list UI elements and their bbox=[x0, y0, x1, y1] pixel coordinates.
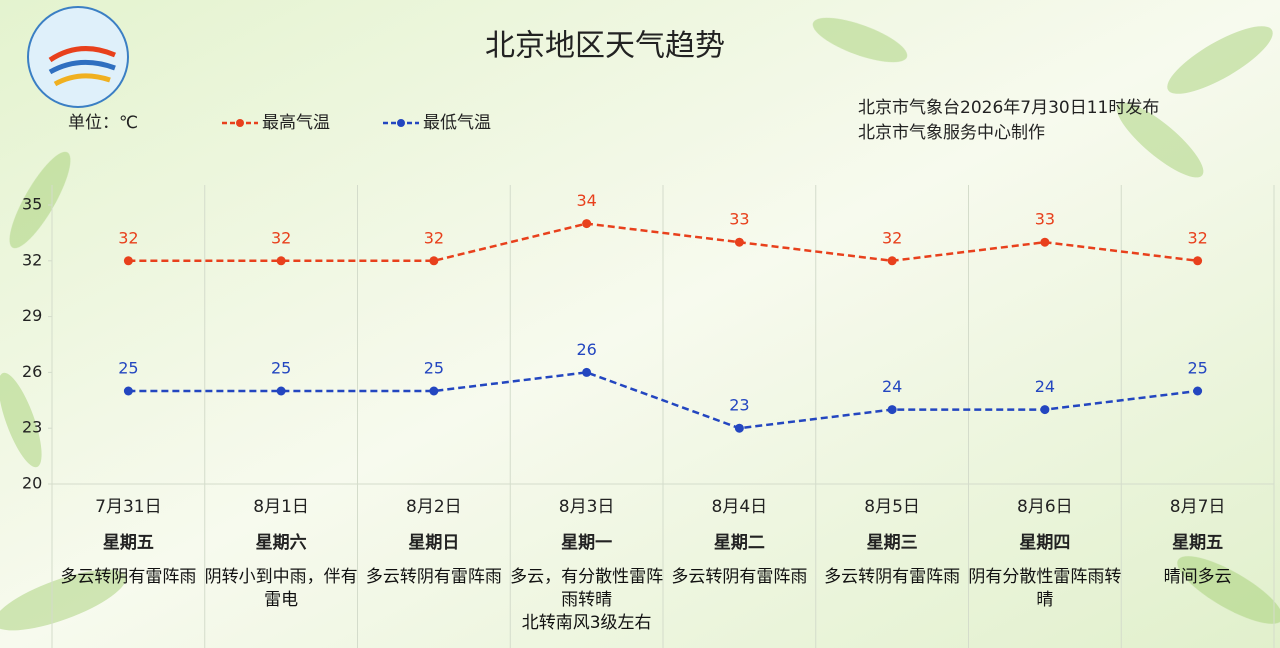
weather-text: 阴转小到中雨，伴有雷电 bbox=[204, 567, 358, 610]
weekday-label: 星期六 bbox=[256, 532, 307, 553]
data-label: 25 bbox=[271, 359, 291, 378]
data-point bbox=[276, 256, 286, 266]
data-label: 24 bbox=[882, 377, 902, 396]
data-point bbox=[123, 386, 133, 396]
weekday-label: 星期五 bbox=[1172, 533, 1223, 553]
weekday-label: 星期四 bbox=[1019, 533, 1070, 553]
data-point bbox=[582, 219, 592, 229]
x-tick-label: 8月2日 bbox=[406, 497, 462, 517]
series-line bbox=[128, 222, 1198, 263]
x-tick-label: 8月1日 bbox=[253, 497, 309, 517]
data-point bbox=[582, 367, 592, 377]
data-label: 32 bbox=[1187, 228, 1207, 247]
unit-label: 单位：℃ bbox=[68, 113, 138, 133]
weather-text: 多云转阴有雷阵雨 bbox=[60, 567, 197, 587]
data-point bbox=[1193, 386, 1203, 396]
data-point bbox=[734, 423, 744, 433]
legend-label: 最高气温 bbox=[262, 113, 330, 133]
issuer-note: 北京市气象台2026年7月30日11时发布 bbox=[858, 98, 1159, 118]
weather-text: 多云转阴有雷阵雨 bbox=[824, 567, 961, 587]
weekday-label: 星期三 bbox=[867, 533, 918, 553]
data-point bbox=[276, 386, 286, 396]
issuer-note: 北京市气象服务中心制作 bbox=[858, 123, 1045, 143]
x-tick-label: 8月5日 bbox=[864, 497, 920, 517]
x-tick-label: 8月3日 bbox=[559, 497, 615, 517]
data-point bbox=[1040, 405, 1050, 415]
legend-marker bbox=[397, 119, 405, 127]
data-point bbox=[123, 256, 133, 266]
data-label: 32 bbox=[424, 228, 444, 247]
weekday-label: 星期日 bbox=[408, 533, 459, 553]
series-line bbox=[128, 371, 1198, 430]
chart-title: 北京地区天气趋势 bbox=[485, 29, 725, 64]
y-tick-label: 23 bbox=[22, 418, 42, 437]
weather-text: 阴有分散性雷阵雨转晴 bbox=[968, 567, 1122, 610]
data-point bbox=[887, 405, 897, 415]
x-tick-label: 7月31日 bbox=[95, 497, 161, 517]
data-label: 32 bbox=[271, 228, 291, 247]
weather-text: 晴间多云 bbox=[1163, 567, 1232, 587]
legend-label: 最低气温 bbox=[423, 113, 491, 133]
data-point bbox=[1040, 237, 1050, 247]
weekday-label: 星期二 bbox=[714, 533, 765, 553]
weather-text: 多云转阴有雷阵雨 bbox=[365, 567, 502, 587]
data-point bbox=[1193, 256, 1203, 266]
weather-text: 多云转阴有雷阵雨 bbox=[671, 567, 808, 587]
data-point bbox=[734, 237, 744, 247]
data-point bbox=[887, 256, 897, 266]
data-label: 25 bbox=[1187, 359, 1207, 378]
x-tick-label: 8月7日 bbox=[1170, 497, 1226, 517]
weekday-label: 星期五 bbox=[103, 533, 154, 553]
y-tick-label: 29 bbox=[22, 306, 42, 325]
data-label: 23 bbox=[729, 396, 749, 415]
data-label: 25 bbox=[118, 359, 138, 378]
y-tick-label: 35 bbox=[22, 195, 42, 214]
data-point bbox=[429, 386, 439, 396]
y-tick-label: 20 bbox=[22, 474, 42, 493]
x-tick-label: 8月4日 bbox=[712, 497, 768, 517]
x-tick-label: 8月6日 bbox=[1017, 497, 1073, 517]
data-label: 24 bbox=[1035, 377, 1055, 396]
data-point bbox=[429, 256, 439, 266]
y-tick-label: 32 bbox=[22, 250, 42, 269]
data-label: 32 bbox=[882, 228, 902, 247]
weekday-label: 星期一 bbox=[561, 533, 612, 553]
data-label: 34 bbox=[576, 191, 596, 210]
data-label: 26 bbox=[576, 340, 596, 359]
weather-text: 多云，有分散性雷阵雨转晴 北转南风3级左右 bbox=[510, 567, 664, 633]
y-tick-label: 26 bbox=[22, 362, 42, 381]
data-label: 33 bbox=[729, 210, 749, 229]
data-label: 32 bbox=[118, 228, 138, 247]
data-label: 33 bbox=[1035, 210, 1055, 229]
data-label: 25 bbox=[424, 359, 444, 378]
logo bbox=[27, 6, 129, 108]
leaves bbox=[0, 17, 1280, 631]
legend-marker bbox=[236, 119, 244, 127]
